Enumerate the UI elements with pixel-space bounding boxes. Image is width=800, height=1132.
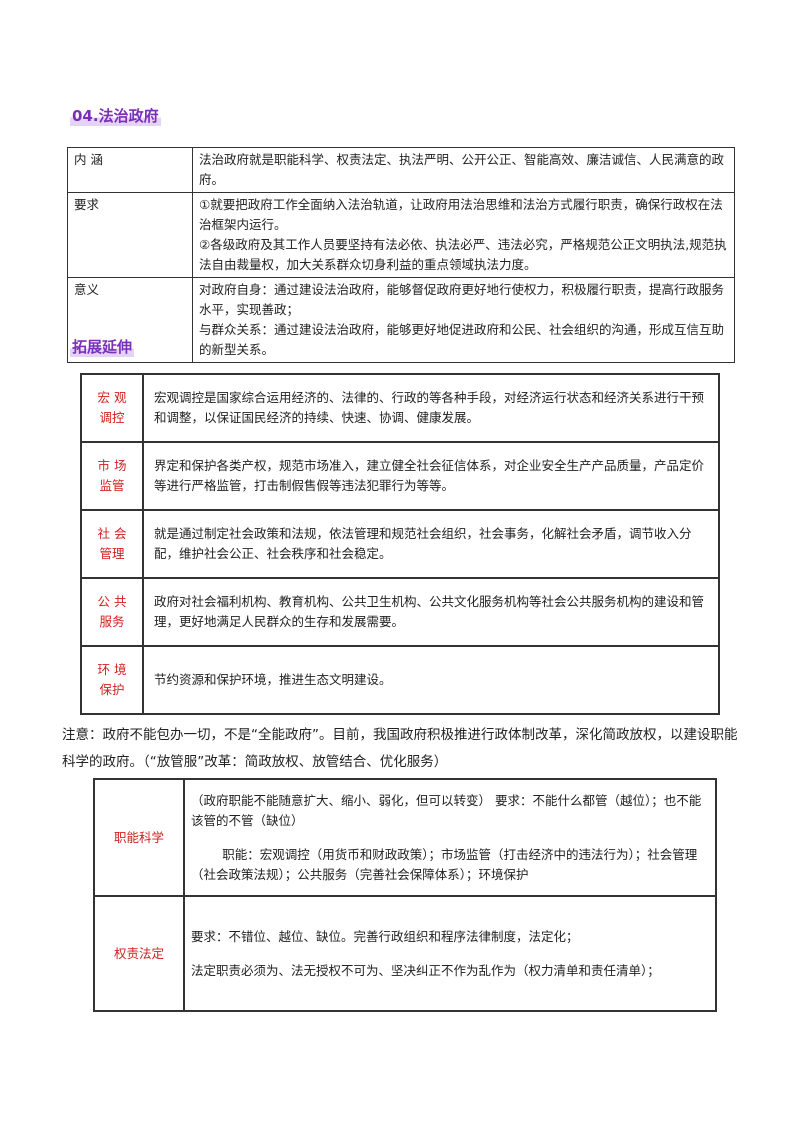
row: 公 共服务 政府对社会福利机构、教育机构、公共卫生机构、公共文化服务机构等社会公共… [80, 577, 720, 647]
label: 要求 [67, 192, 193, 278]
label-line: 公 共 [97, 594, 127, 609]
label-line: 市 场 [97, 458, 127, 473]
row: 意义 对政府自身：通过建设法治政府，能够督促政府更好地行使权力，积极履行职责，提高… [67, 277, 735, 363]
label: 环 境保护 [80, 645, 144, 715]
label: 市 场监管 [80, 441, 144, 511]
cell: ①就要把政府工作全面纳入法治轨道，让政府用法治思维和法治方式履行职责，确保行政权… [192, 192, 735, 278]
label-line: 管理 [99, 546, 125, 561]
text: 要求：不错位、越位、缺位。完善行政组织和程序法律制度，法定化； [191, 928, 579, 944]
text: ①就要把政府工作全面纳入法治轨道，让政府用法治思维和法治方式履行职责，确保行政权… [199, 197, 723, 232]
row: 内 涵法治政府就是职能科学、权责法定、执法严明、公开公正、智能高效、廉洁诚信、人… [67, 147, 735, 193]
cell: 就是通过制定社会政策和法规，依法管理和规范社会组织，社会事务，化解社会矛盾，调节… [142, 509, 720, 579]
row: 权责法定 要求：不错位、越位、缺位。完善行政组织和程序法律制度，法定化； 法定职责必… [93, 895, 717, 1012]
label-line: 社 会 [97, 526, 127, 541]
label: 内 涵 [67, 147, 193, 193]
label: 权责法定 [93, 895, 185, 1012]
text: 职能：宏观调控（用货币和财政政策）；市场监管（打击经济中的违法行为）；社会管理（… [191, 846, 698, 882]
label: 社 会管理 [80, 509, 144, 579]
section-title: 04.法治政府 [70, 105, 161, 126]
row: 环 境保护 节约资源和保护环境，推进生态文明建设。 [80, 645, 720, 715]
cell: 界定和保护各类产权，规范市场准入，建立健全社会征信体系，对企业安全生产产品质量，… [142, 441, 720, 511]
cell: （政府职能不能随意扩大、缩小、弱化，但可以转变） 要求：不能什么都管（越位）；也… [183, 778, 717, 897]
label-line: 调控 [99, 410, 125, 425]
label-line: 宏 观 [97, 390, 127, 405]
text: 对政府自身：通过建设法治政府，能够督促政府更好地行使权力，积极履行职责，提高行政… [199, 282, 725, 317]
cell: 政府对社会福利机构、教育机构、公共卫生机构、公共文化服务机构等社会公共服务机构的… [142, 577, 720, 647]
section-title: 拓展延伸 [70, 336, 135, 357]
cell: 要求：不错位、越位、缺位。完善行政组织和程序法律制度，法定化； 法定职责必须为、法… [183, 895, 717, 1012]
label: 宏 观调控 [80, 373, 144, 443]
row: 市 场监管 界定和保护各类产权，规范市场准入，建立健全社会征信体系，对企业安全生产… [80, 441, 720, 511]
cell: 节约资源和保护环境，推进生态文明建设。 [142, 645, 720, 715]
cell: 对政府自身：通过建设法治政府，能够督促政府更好地行使权力，积极履行职责，提高行政… [192, 277, 735, 363]
row: 社 会管理 就是通过制定社会政策和法规，依法管理和规范社会组织，社会事务，化解社会… [80, 509, 720, 579]
row: 宏 观调控 宏观调控是国家综合运用经济的、法律的、行政的等各种手段，对经济运行状态… [80, 373, 720, 443]
note: 注意：政府不能包办一切，不是“全能政府”。目前，我国政府积极推进行政体制改革，深… [62, 727, 738, 770]
label: 职能科学 [93, 778, 185, 897]
text: 法治政府就是职能科学、权责法定、执法严明、公开公正、智能高效、廉洁诚信、人民满意… [199, 152, 725, 187]
extension-table: 宏 观调控 宏观调控是国家综合运用经济的、法律的、行政的等各种手段，对经济运行状态… [80, 373, 720, 715]
row: 职能科学 （政府职能不能随意扩大、缩小、弱化，但可以转变） 要求：不能什么都管（越… [93, 778, 717, 897]
text: 法定职责必须为、法无授权不可为、坚决纠正不作为乱作为（权力清单和责任清单）； [191, 962, 660, 978]
cell: 法治政府就是职能科学、权责法定、执法严明、公开公正、智能高效、廉洁诚信、人民满意… [192, 147, 735, 193]
text: （政府职能不能随意扩大、缩小、弱化，但可以转变） 要求：不能什么都管（越位）；也… [191, 792, 702, 828]
label-line: 环 境 [97, 662, 127, 677]
row: 要求 ①就要把政府工作全面纳入法治轨道，让政府用法治思维和法治方式履行职责，确保行… [67, 192, 735, 278]
text: ②各级政府及其工作人员要坚持有法必依、执法必严、违法必究，严格规范公正文明执法,… [199, 237, 727, 272]
label-line: 保护 [99, 682, 125, 697]
label-line: 监管 [99, 478, 125, 493]
label: 公 共服务 [80, 577, 144, 647]
law-table: 内 涵法治政府就是职能科学、权责法定、执法严明、公开公正、智能高效、廉洁诚信、人… [67, 147, 735, 363]
label-line: 服务 [99, 614, 125, 629]
text: 与群众关系：通过建设法治政府，能够更好地促进政府和公民、社会组织的沟通，形成互信… [199, 322, 725, 357]
cell: 宏观调控是国家综合运用经济的、法律的、行政的等各种手段，对经济运行状态和经济关系… [142, 373, 720, 443]
function-table: 职能科学 （政府职能不能随意扩大、缩小、弱化，但可以转变） 要求：不能什么都管（越… [93, 778, 717, 1012]
